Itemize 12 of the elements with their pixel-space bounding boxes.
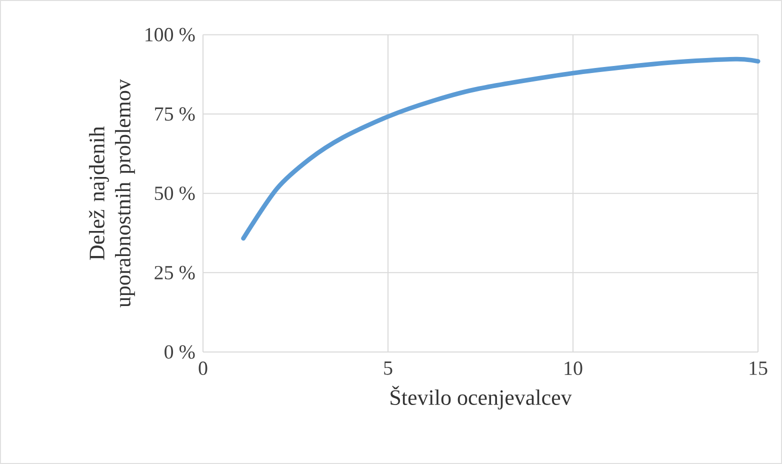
x-tick-label: 0	[198, 362, 208, 376]
x-tick-label: 15	[750, 362, 768, 375]
x-axis-title: Število ocenjevalcev	[390, 386, 572, 410]
line-series	[241, 56, 760, 241]
y-tick-label: 0 %	[164, 345, 195, 359]
y-tick-label: 75 %	[155, 107, 195, 121]
y-axis-title: Delež najdenih uporabnostnih problemov	[88, 79, 135, 308]
y-tick-label: 50 %	[154, 186, 195, 200]
y-tick-label: 25 %	[154, 266, 195, 280]
x-tick-label: 10	[564, 362, 582, 376]
y-tick-label: 100 %	[146, 28, 195, 42]
x-tick-label: 5	[384, 362, 392, 375]
